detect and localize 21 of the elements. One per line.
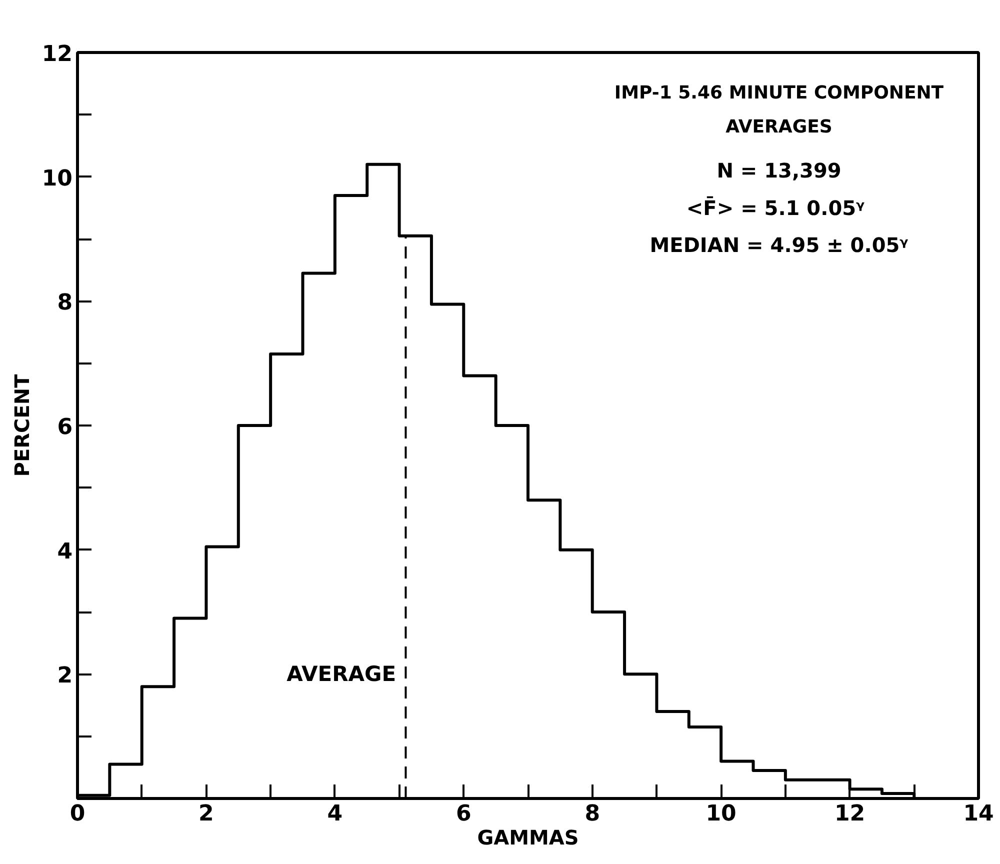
annotation: <F̄> = 5.1 0.05ᵞ [686,195,866,220]
y-axis-title: PERCENT [10,374,34,477]
x-tick-label: 8 [584,802,600,826]
text: IMP-1 5.46 MINUTE COMPONENT AVERAGES [614,82,944,138]
x-tick-label: 10 [706,802,736,826]
annotation: MEDIAN = 4.95 ± 0.05ᵞ [650,233,909,258]
y-tick-label: 4 [57,539,73,564]
x-tick-label: 12 [834,802,866,826]
y-tick-label: 2 [57,664,73,689]
x-tick-label: 6 [456,802,472,826]
y-tick-label: 6 [57,415,73,440]
x-tick-label: 2 [198,802,214,826]
annotation: N = 13,399 [716,158,842,183]
y-tick-label: 12 [42,42,73,67]
x-tick-label: 14 [963,802,994,826]
y-tick-label: 8 [57,290,73,316]
y-tick-label: 10 [42,166,73,192]
x-tick-label: 4 [327,802,343,826]
x-axis-title: GAMMAS [477,826,579,850]
x-tick-label: 0 [70,802,86,826]
ref-line-label: AVERAGE [286,662,396,686]
